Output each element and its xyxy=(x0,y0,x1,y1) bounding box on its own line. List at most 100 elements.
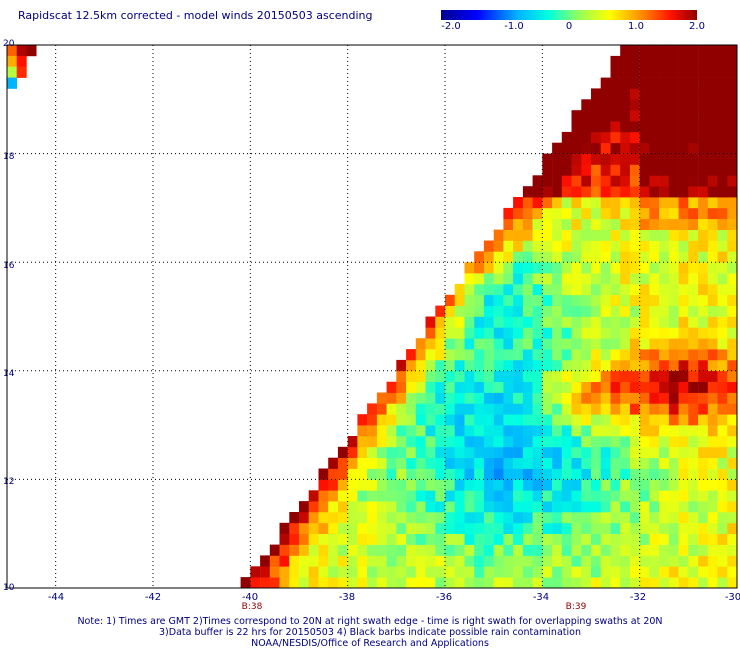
colorbar-label: -1.0 xyxy=(504,21,524,32)
swath-cell xyxy=(522,197,533,209)
swath-cell xyxy=(659,88,670,100)
swath-cell xyxy=(698,218,709,230)
swath-cell xyxy=(376,436,387,448)
swath-cell xyxy=(600,512,611,524)
swath-cell xyxy=(445,501,455,513)
swath-cell xyxy=(698,207,709,220)
swath-cell xyxy=(727,45,738,57)
swath-cell xyxy=(445,566,455,578)
swath-cell xyxy=(629,175,640,187)
swath-cell xyxy=(532,359,543,372)
swath-cell xyxy=(406,501,417,513)
swath-cell xyxy=(357,457,368,469)
swath-cell xyxy=(698,479,709,491)
swath-cell xyxy=(445,316,455,328)
swath-cell xyxy=(464,544,475,556)
swath-cell xyxy=(629,77,640,89)
swath-cell xyxy=(581,305,592,317)
swath-cell xyxy=(727,55,738,68)
swath-cell xyxy=(659,392,670,404)
swath-cell xyxy=(688,566,699,578)
swath-cell xyxy=(698,512,709,524)
swath-cell xyxy=(483,555,494,567)
swath-cell xyxy=(552,262,563,274)
swath-cell xyxy=(552,533,563,545)
swath-cell xyxy=(581,164,592,176)
swath-cell xyxy=(522,479,533,491)
swath-cell xyxy=(678,327,689,339)
swath-cell xyxy=(561,468,572,480)
swath-cell xyxy=(698,566,709,578)
swath-cell xyxy=(698,55,709,68)
swath-cell xyxy=(464,349,475,361)
swath-cell xyxy=(717,45,728,57)
swath-cell xyxy=(464,512,475,524)
swath-cell xyxy=(707,381,718,393)
swath-cell xyxy=(445,392,455,404)
swath-cell xyxy=(483,262,494,274)
swath-cell xyxy=(425,577,436,589)
swath-cell xyxy=(552,229,563,241)
swath-cell xyxy=(571,501,582,513)
swath-cell xyxy=(600,305,611,317)
swath-cell xyxy=(698,468,709,480)
swath-cell xyxy=(581,153,592,165)
swath-cell xyxy=(600,436,611,448)
swath-cell xyxy=(474,283,485,296)
swath-cell xyxy=(600,197,611,209)
swath-cell xyxy=(591,349,601,361)
swath-cell xyxy=(649,175,660,187)
swath-cell xyxy=(396,490,407,502)
swath-cell xyxy=(600,77,611,89)
swath-cell xyxy=(717,186,728,198)
swath-cell xyxy=(688,186,699,198)
swath-cell xyxy=(629,490,640,502)
swath-cell xyxy=(620,99,631,111)
swath-cell xyxy=(600,207,611,220)
swath-cell xyxy=(629,392,640,404)
swath-cell xyxy=(503,577,514,589)
swath-cell xyxy=(483,577,494,589)
swath-cell xyxy=(386,392,397,404)
swath-cell xyxy=(542,175,553,187)
swath-cell xyxy=(649,66,660,78)
swath-cell xyxy=(707,392,718,404)
swath-cell xyxy=(629,66,640,78)
swath-cell xyxy=(591,436,601,448)
swath-cell xyxy=(279,522,290,534)
swath-cell xyxy=(503,512,514,524)
swath-cell xyxy=(649,468,660,480)
swath-cell xyxy=(483,457,494,469)
swath-cell xyxy=(629,142,640,154)
swath-cell xyxy=(678,566,689,578)
swath-cell xyxy=(542,479,553,491)
swath-cell xyxy=(610,142,621,154)
swath-cell xyxy=(581,577,592,589)
swath-cell xyxy=(727,522,738,534)
swath-cell xyxy=(474,338,485,350)
swath-cell xyxy=(454,512,465,524)
swath-cell xyxy=(639,544,650,556)
swath-cell xyxy=(727,533,738,545)
swath-cell xyxy=(649,45,660,57)
swath-cell xyxy=(717,577,728,589)
swath-cell xyxy=(552,186,563,198)
swath-cell xyxy=(688,436,699,448)
swath-cell xyxy=(483,359,494,372)
swath-cell xyxy=(337,490,348,502)
swath-cell xyxy=(328,468,339,480)
swath-cell xyxy=(445,490,455,502)
swath-cell xyxy=(503,533,514,545)
swath-cell xyxy=(610,66,621,78)
swath-cell xyxy=(571,175,582,187)
swath-cell xyxy=(591,370,601,382)
swath-cell xyxy=(620,566,631,578)
swath-cell xyxy=(425,381,436,393)
swath-cell xyxy=(591,479,601,491)
swath-cell xyxy=(357,533,368,545)
swath-cell xyxy=(668,66,679,78)
swath-cell xyxy=(571,468,582,480)
swath-cell xyxy=(542,436,553,448)
swath-cell xyxy=(406,577,417,589)
swath-cell xyxy=(707,490,718,502)
